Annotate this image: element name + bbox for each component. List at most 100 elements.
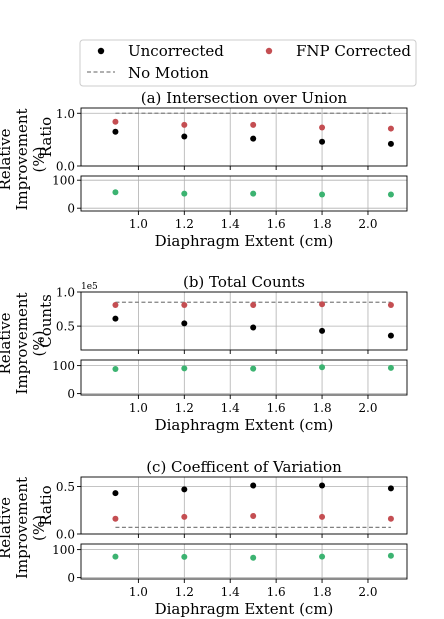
uncorrected-point xyxy=(250,135,257,142)
y-tick-label: 0.0 xyxy=(56,160,75,174)
panel-1: 0.0 1.0 (a) Intersection over Union Ratio xyxy=(37,89,408,174)
axes-frame xyxy=(80,291,408,351)
improvement-point xyxy=(181,190,188,197)
x-tick-label: 1.2 xyxy=(175,401,194,415)
x-tick-label: 1.6 xyxy=(267,401,286,415)
corrected-point xyxy=(112,301,119,308)
x-tick-label: 1.4 xyxy=(221,585,240,599)
y-axis-label-line: Relative xyxy=(0,312,14,374)
corrected-point xyxy=(250,301,257,308)
uncorrected-point xyxy=(387,485,394,492)
panel-6: 0 100 1.0 1.2 1.4 1.6 1.8 2.0 Diaphragm Extent (… xyxy=(0,477,408,618)
uncorrected-point xyxy=(319,482,326,489)
corrected-point xyxy=(250,512,257,519)
x-tick-label: 2.0 xyxy=(358,217,377,231)
panel-title: (a) Intersection over Union xyxy=(141,89,348,107)
y-axis-label: Ratio xyxy=(37,117,55,157)
panel-title: (b) Total Counts xyxy=(183,273,305,291)
legend-item: Uncorrected xyxy=(97,42,224,60)
corrected-point xyxy=(250,121,257,128)
legend: Uncorrected FNP Corrected No Motion xyxy=(79,39,417,87)
y-tick-label: 100 xyxy=(52,543,75,557)
x-tick-label: 1.8 xyxy=(313,401,332,415)
x-tick-label: 1.6 xyxy=(267,217,286,231)
improvement-point xyxy=(319,553,326,560)
y-tick-label: 1.0 xyxy=(56,107,75,121)
y-axis-label-line: (%) xyxy=(30,331,48,357)
x-tick-label: 1.8 xyxy=(313,585,332,599)
y-tick-label: 100 xyxy=(52,359,75,373)
improvement-point xyxy=(181,553,188,560)
corrected-point xyxy=(181,513,188,520)
axes-frame xyxy=(80,107,408,167)
x-tick-label: 2.0 xyxy=(358,585,377,599)
axes-frame xyxy=(80,359,408,396)
uncorrected-point xyxy=(181,486,188,493)
panel-3: 0.5 1.0 (b) Total Counts 1e5 Counts xyxy=(37,273,408,354)
legend-frame xyxy=(79,39,417,87)
uncorrected-point xyxy=(112,490,119,497)
corrected-point xyxy=(387,515,394,522)
legend-marker xyxy=(265,47,273,55)
uncorrected-point xyxy=(319,138,326,145)
x-axis-label: Diaphragm Extent (cm) xyxy=(155,416,334,434)
axes-frame xyxy=(80,175,408,212)
x-tick-label: 1.0 xyxy=(129,585,148,599)
y-tick-label: 1.0 xyxy=(56,286,75,300)
y-tick-label: 0.5 xyxy=(56,320,75,334)
improvement-point xyxy=(181,365,188,372)
corrected-point xyxy=(112,118,119,125)
uncorrected-point xyxy=(250,324,257,331)
corrected-point xyxy=(181,121,188,128)
x-tick-label: 1.4 xyxy=(221,401,240,415)
corrected-point xyxy=(319,124,326,131)
panel-5: 0.0 0.5 (c) Coefficent of Variation Ratio xyxy=(37,458,408,542)
improvement-point xyxy=(387,364,394,371)
improvement-point xyxy=(319,191,326,198)
improvement-point xyxy=(250,190,257,197)
y-axis-label-line: Improvement xyxy=(13,108,31,210)
x-tick-label: 1.0 xyxy=(129,401,148,415)
x-tick-label: 1.2 xyxy=(175,585,194,599)
x-tick-label: 1.8 xyxy=(313,217,332,231)
axes-frame xyxy=(80,476,408,535)
y-axis-label: Ratio xyxy=(37,485,55,525)
improvement-point xyxy=(112,553,119,560)
legend-item: No Motion xyxy=(87,64,209,82)
improvement-point xyxy=(250,554,257,561)
plots: 0.0 1.0 (a) Intersection over Union Ratio 0 1… xyxy=(0,89,408,618)
uncorrected-point xyxy=(181,133,188,140)
legend-marker xyxy=(97,47,105,55)
improvement-point xyxy=(387,191,394,198)
y-axis-label-line: (%) xyxy=(30,515,48,541)
corrected-point xyxy=(387,125,394,132)
corrected-point xyxy=(112,515,119,522)
y-axis-label-line: Improvement xyxy=(13,477,31,579)
uncorrected-point xyxy=(387,140,394,147)
panel-title: (c) Coefficent of Variation xyxy=(146,458,342,476)
corrected-point xyxy=(319,301,326,308)
uncorrected-point xyxy=(387,332,394,339)
corrected-point xyxy=(181,301,188,308)
x-axis-label: Diaphragm Extent (cm) xyxy=(155,600,334,618)
axes-frame xyxy=(80,543,408,580)
y-tick-label: 0 xyxy=(67,387,75,401)
y-tick-label: 0.0 xyxy=(56,528,75,542)
y-tick-label: 0 xyxy=(67,202,75,216)
improvement-point xyxy=(112,189,119,196)
improvement-point xyxy=(387,552,394,559)
y-axis-label-line: (%) xyxy=(30,147,48,173)
offset-label: 1e5 xyxy=(81,282,98,292)
improvement-point xyxy=(112,365,119,372)
x-tick-label: 1.6 xyxy=(267,585,286,599)
y-tick-label: 100 xyxy=(52,174,75,188)
corrected-point xyxy=(387,301,394,308)
y-tick-label: 0 xyxy=(67,571,75,585)
y-axis-label-line: Relative xyxy=(0,497,14,559)
panel-4: 0 100 1.0 1.2 1.4 1.6 1.8 2.0 Diaphragm Extent (… xyxy=(0,292,408,434)
uncorrected-point xyxy=(112,315,119,322)
x-axis-label: Diaphragm Extent (cm) xyxy=(155,232,334,250)
legend-label: FNP Corrected xyxy=(296,42,411,60)
improvement-point xyxy=(250,365,257,372)
